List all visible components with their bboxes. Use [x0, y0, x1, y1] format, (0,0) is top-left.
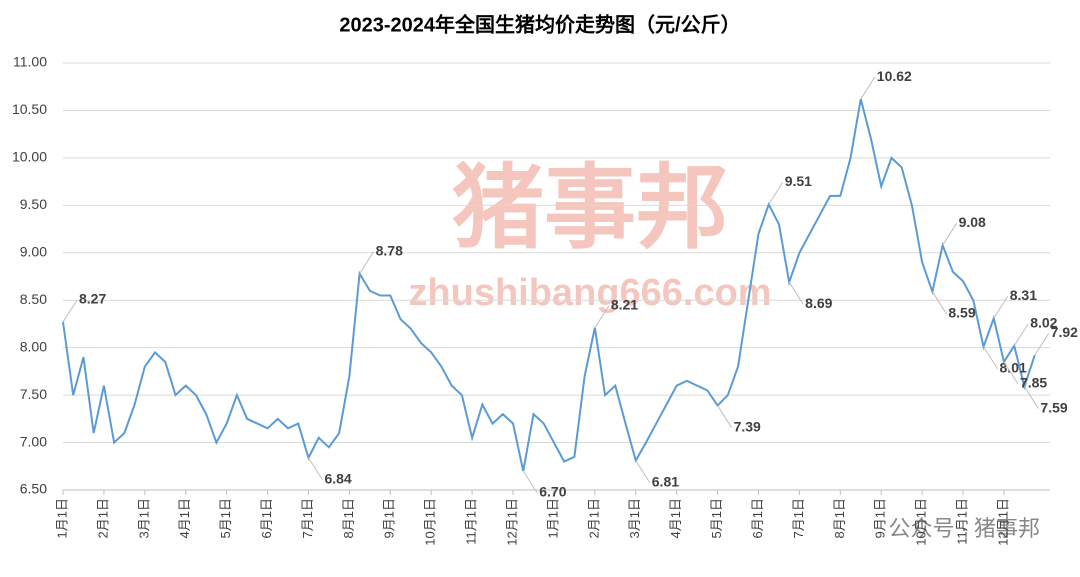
data-label: 9.51 — [785, 173, 812, 189]
label-leader — [594, 305, 610, 329]
x-tick-label: 12月1日 — [995, 498, 1010, 546]
y-tick-label: 8.00 — [20, 338, 47, 354]
y-tick-label: 7.50 — [20, 386, 47, 402]
watermark: 猪事邦 — [452, 157, 728, 259]
label-leader — [522, 470, 538, 494]
data-label: 6.70 — [539, 484, 566, 500]
x-tick-label: 1月1日 — [54, 498, 69, 538]
x-tick-label: 3月1日 — [136, 498, 151, 538]
y-tick-label: 8.50 — [20, 291, 47, 307]
watermark-url: zhushibang666.com — [408, 272, 771, 314]
label-leader — [860, 76, 876, 100]
data-label: 7.39 — [734, 418, 761, 434]
y-tick-label: 11.00 — [13, 54, 47, 70]
x-tick-label: 8月1日 — [341, 498, 356, 538]
data-label: 8.69 — [805, 295, 832, 311]
label-leader — [62, 299, 78, 323]
label-leader — [635, 460, 651, 483]
data-label: 6.81 — [652, 473, 679, 489]
label-leader — [308, 457, 323, 481]
data-label: 8.01 — [1000, 359, 1027, 375]
data-label: 9.08 — [959, 214, 986, 230]
x-tick-label: 6月1日 — [750, 498, 765, 538]
x-tick-label: 2月1日 — [95, 498, 110, 538]
x-tick-label: 9月1日 — [382, 498, 397, 538]
x-tick-label: 11月1日 — [464, 498, 479, 545]
data-label: 8.59 — [948, 304, 975, 320]
label-leader — [1024, 386, 1039, 409]
data-label: 10.62 — [877, 68, 912, 84]
x-tick-label: 2月1日 — [586, 498, 601, 538]
label-leader — [931, 291, 947, 314]
label-leader — [1034, 332, 1050, 356]
label-leader — [993, 295, 1009, 319]
y-tick-label: 10.00 — [12, 149, 47, 165]
data-label: 8.02 — [1030, 314, 1057, 330]
x-tick-label: 10月1日 — [423, 498, 438, 546]
label-leader — [1003, 361, 1019, 385]
x-tick-label: 4月1日 — [668, 498, 683, 538]
label-leader — [359, 251, 375, 274]
data-label: 8.21 — [611, 296, 638, 312]
x-tick-label: 7月1日 — [300, 498, 315, 538]
x-tick-label: 10月1日 — [914, 498, 929, 546]
data-label: 8.78 — [376, 242, 403, 258]
data-label: 8.27 — [79, 291, 106, 307]
x-tick-label: 6月1日 — [259, 498, 274, 538]
y-tick-label: 6.50 — [20, 481, 47, 497]
chart-title: 2023-2024年全国生猪均价走势图（元/公斤） — [339, 12, 740, 36]
label-leader — [1013, 323, 1029, 347]
data-label: 7.59 — [1040, 399, 1067, 415]
x-tick-label: 5月1日 — [218, 498, 233, 538]
label-leader — [942, 222, 958, 246]
x-tick-label: 11月1日 — [954, 498, 969, 545]
data-label: 6.84 — [324, 470, 351, 486]
y-tick-label: 10.50 — [12, 101, 47, 117]
x-tick-label: 1月1日 — [545, 498, 560, 538]
y-tick-label: 7.00 — [20, 433, 47, 449]
data-label: 8.31 — [1010, 287, 1037, 303]
x-tick-label: 9月1日 — [873, 498, 888, 538]
y-tick-label: 9.50 — [20, 196, 47, 212]
x-tick-label: 4月1日 — [177, 498, 192, 538]
source: 公众号 · 猪事邦 — [888, 516, 1040, 541]
x-tick-label: 8月1日 — [832, 498, 847, 538]
x-tick-label: 3月1日 — [627, 498, 642, 538]
data-label: 7.85 — [1020, 375, 1047, 391]
x-tick-label: 12月1日 — [504, 498, 519, 546]
label-leader — [788, 281, 804, 305]
x-tick-label: 5月1日 — [709, 498, 724, 538]
label-leader — [768, 182, 784, 205]
y-tick-label: 9.00 — [20, 243, 47, 259]
data-label: 7.92 — [1051, 324, 1078, 340]
label-leader — [717, 405, 733, 428]
line — [62, 98, 1036, 472]
label-leader — [983, 346, 998, 369]
x-tick-label: 7月1日 — [791, 498, 806, 538]
plot: 6.50 7.00 7.50 8.00 8.50 9.00 9.50 10.00 10.50 11… — [12, 54, 1078, 546]
